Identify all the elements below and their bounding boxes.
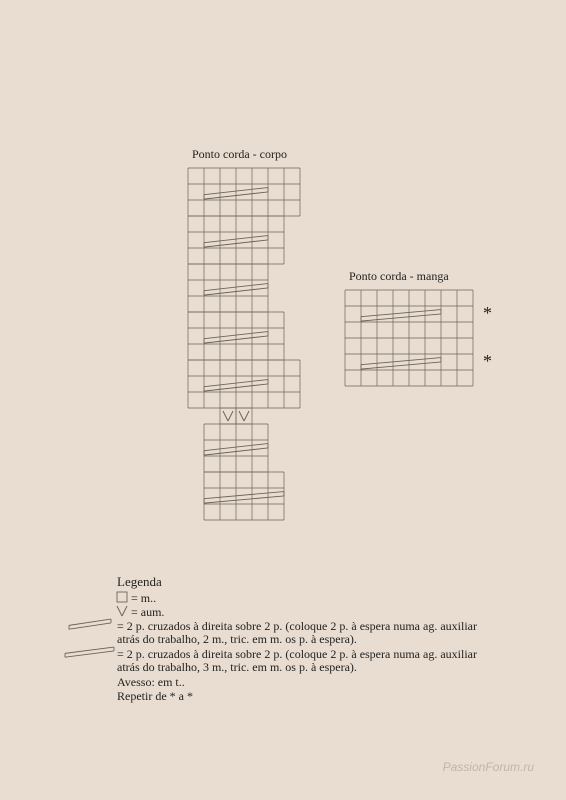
- svg-text:*: *: [483, 303, 492, 323]
- svg-text:atrás do trabalho, 2 m., tric.: atrás do trabalho, 2 m., tric. em m. os …: [117, 632, 357, 646]
- svg-text:Legenda: Legenda: [117, 574, 162, 589]
- svg-text:= aum.: = aum.: [131, 605, 164, 619]
- svg-text:Ponto corda - corpo: Ponto corda - corpo: [192, 147, 287, 161]
- page: Ponto corda - corpo Ponto corda - manga * *…: [20, 18, 546, 782]
- svg-text:Avesso: em t..: Avesso: em t..: [117, 675, 185, 689]
- svg-text:Repetir de * a *: Repetir de * a *: [117, 689, 193, 703]
- svg-text:atrás do trabalho, 3 m., tric.: atrás do trabalho, 3 m., tric. em m. os …: [117, 660, 357, 674]
- svg-text:= 2 p. cruzados à direita sobr: = 2 p. cruzados à direita sobre 2 p. (co…: [117, 619, 477, 633]
- svg-text:= m..: = m..: [131, 591, 156, 605]
- watermark: PassionForum.ru: [443, 760, 534, 774]
- svg-text:= 2 p. cruzados à direita sobr: = 2 p. cruzados à direita sobre 2 p. (co…: [117, 647, 477, 661]
- svg-text:Ponto corda - manga: Ponto corda - manga: [349, 269, 449, 283]
- svg-text:*: *: [483, 351, 492, 371]
- diagram-canvas: Ponto corda - corpo Ponto corda - manga * *…: [20, 18, 546, 782]
